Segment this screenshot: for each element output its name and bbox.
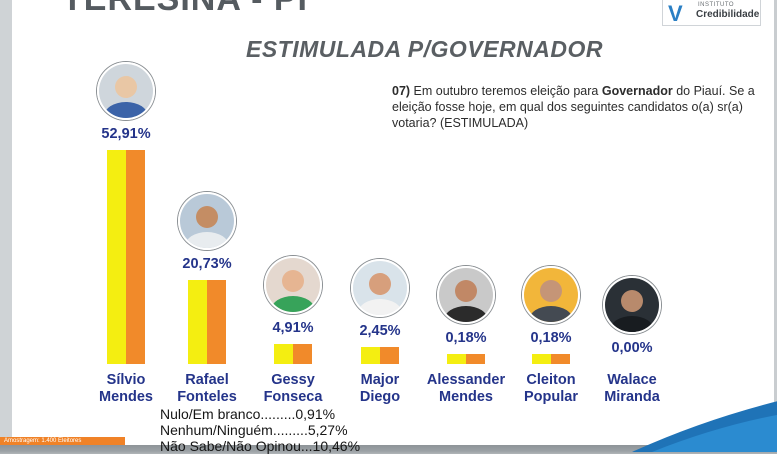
- logo-small-text: INSTITUTO: [698, 2, 735, 8]
- candidate-name-1: Rafael Fonteles: [157, 372, 257, 406]
- logo-name-text: Credibilidade: [696, 9, 760, 20]
- candidate-name-line-0: Gessy: [271, 372, 315, 388]
- candidate-name-line-0: Major: [360, 372, 400, 388]
- candidate-name-5: Cleiton Popular: [501, 372, 601, 406]
- candidate-name-4: Alessander Mendes: [416, 372, 516, 406]
- candidate-name-line-1: Mendes: [439, 389, 493, 405]
- bar-orange-2: [293, 344, 312, 364]
- value-label-0: 52,91%: [101, 126, 151, 142]
- candidate-name-line-0: Sílvio: [106, 372, 146, 388]
- candidate-photo-major-diego-icon: [351, 259, 409, 317]
- bar-yellow-3: [361, 347, 380, 364]
- candidate-photo-alessander-mendes-icon: [437, 266, 495, 324]
- institute-logo: V INSTITUTO Credibilidade: [662, 0, 761, 26]
- candidate-name-line-0: Walace: [607, 372, 657, 388]
- candidate-name-line-1: Fonteles: [177, 389, 237, 405]
- question-text: 07) Em outubro teremos eleição para Gove…: [392, 83, 764, 131]
- bar-yellow-0: [107, 150, 126, 364]
- candidate-name-line-0: Cleiton: [526, 372, 576, 388]
- bar-yellow-4: [447, 354, 466, 364]
- candidate-name-line-1: Popular: [524, 389, 578, 405]
- candidate-name-line-0: Rafael: [185, 372, 229, 388]
- question-number: 07): [392, 84, 411, 98]
- value-label-2: 4,91%: [272, 320, 314, 337]
- right-border: [774, 0, 777, 445]
- bar-orange-4: [466, 354, 485, 364]
- bar-yellow-5: [532, 354, 551, 364]
- sample-note: Amostragem: 1.400 Eleitores: [0, 437, 125, 445]
- value-label-1: 20,73%: [182, 256, 232, 273]
- candidate-photo-rafael-fonteles-icon: [178, 192, 236, 251]
- nulo-line: Nulo/Em branco.........0,91%: [160, 406, 336, 422]
- bar-yellow-1: [188, 280, 207, 364]
- candidate-photo-walace-miranda-icon: [603, 276, 661, 334]
- question-after: do Piauí. Se a eleição fosse hoje, em qu…: [392, 84, 755, 130]
- candidate-name-6: Walace Miranda: [582, 372, 682, 406]
- bar-yellow-2: [274, 344, 293, 364]
- value-label-5: 0,18%: [530, 330, 572, 346]
- candidate-name-3: Major Diego: [330, 372, 430, 406]
- question-bold: Governador: [601, 84, 673, 98]
- bar-orange-0: [126, 150, 145, 364]
- nenhum-line: Nenhum/Ninguém.........5,27%: [160, 422, 348, 438]
- candidate-name-0: Sílvio Mendes: [76, 372, 176, 406]
- value-label-3: 2,45%: [359, 323, 401, 339]
- candidate-name-line-1: Diego: [359, 389, 401, 405]
- bar-orange-1: [207, 280, 226, 364]
- candidate-name-2: Gessy Fonseca: [243, 372, 343, 406]
- candidate-photo-gessy-fonseca-icon: [264, 256, 322, 315]
- candidate-photo-silvio-mendes-icon: [97, 62, 155, 120]
- candidate-name-line-1: Mendes: [99, 389, 153, 405]
- candidate-name-line-0: Alessander: [426, 372, 506, 388]
- city-title: TERESINA - PI: [62, 0, 308, 19]
- value-label-6: 0,00%: [611, 340, 653, 356]
- nao-sabe-line: Não Sabe/Não Opinou...10,46%: [160, 438, 361, 454]
- left-border: [0, 0, 12, 445]
- bar-orange-5: [551, 354, 570, 364]
- logo-v-icon: V: [668, 1, 683, 26]
- corner-decoration: [632, 401, 777, 452]
- candidate-name-line-1: Fonseca: [263, 389, 323, 405]
- bar-orange-3: [380, 347, 399, 364]
- candidate-name-line-1: Miranda: [604, 389, 660, 405]
- candidate-photo-cleiton-popular-icon: [522, 266, 580, 324]
- question-before: Em outubro teremos eleição para: [410, 84, 602, 98]
- chart-subtitle: ESTIMULADA P/GOVERNADOR: [246, 36, 603, 62]
- value-label-4: 0,18%: [445, 330, 487, 346]
- other-answers: Nulo/Em branco.........0,91% Nenhum/Ning…: [160, 406, 360, 454]
